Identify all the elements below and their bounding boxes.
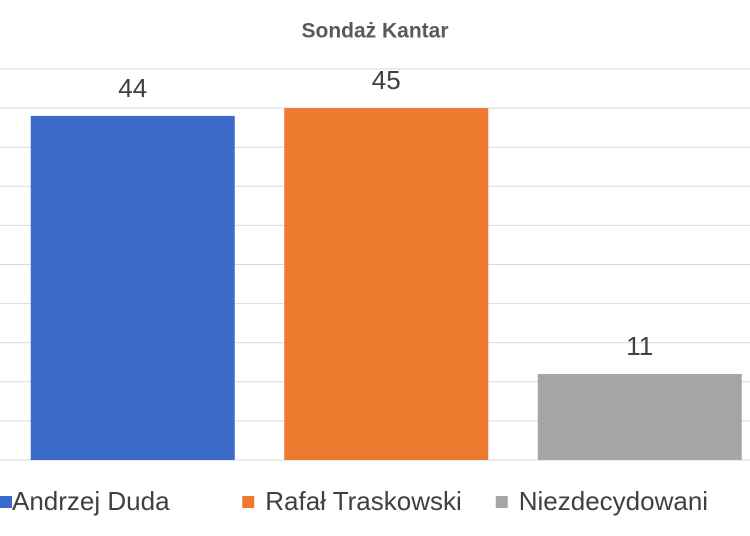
data-label: 11 xyxy=(626,331,653,361)
chart-title: Sondaż Kantar xyxy=(301,20,448,43)
legend-swatch xyxy=(495,496,508,508)
bar xyxy=(284,108,489,460)
legend-swatch xyxy=(242,496,255,508)
legend-label: Andrzej Duda xyxy=(12,486,170,516)
legend-swatch xyxy=(0,496,12,508)
bar xyxy=(537,373,742,460)
data-label: 44 xyxy=(118,73,147,103)
data-label: 45 xyxy=(372,65,401,95)
bar xyxy=(30,115,235,461)
legend-label: Niezdecydowani xyxy=(519,486,708,516)
legend-label: Rafał Traskowski xyxy=(265,486,462,516)
